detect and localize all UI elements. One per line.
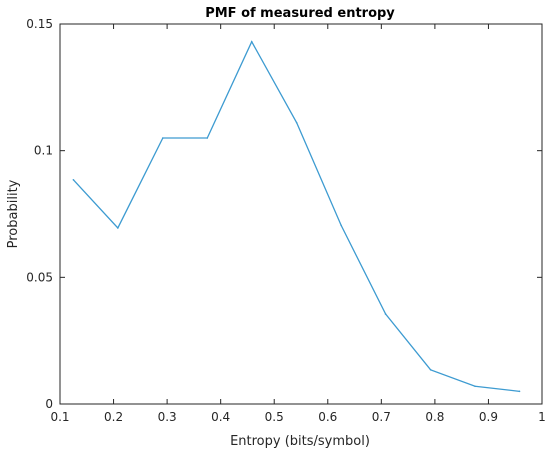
x-tick-label: 0.6 [318,410,337,424]
plot-area [59,23,543,405]
x-tick-label: 0.5 [265,410,284,424]
x-axis-label: Entropy (bits/symbol) [230,434,370,449]
y-tick-label: 0.15 [26,17,53,31]
data-point [250,40,253,43]
x-tick-label: 0.1 [50,410,69,424]
y-tick-label: 0.05 [26,270,53,284]
data-point [518,390,521,393]
y-tick-label: 0.1 [34,144,53,158]
x-tick-label: 0.2 [104,410,123,424]
x-tick-label: 1 [538,410,546,424]
data-point [206,137,209,139]
y-axis-ticks: 0 0.05 0.1 0.15 [26,17,542,411]
data-point [117,227,119,229]
x-tick-label: 0.8 [425,410,444,424]
chart-title: PMF of measured entropy [205,6,395,21]
x-axis-ticks: 0.1 0.2 0.3 0.4 0.5 0.6 0.7 0.8 0.9 1 [50,24,546,424]
x-tick-label: 0.3 [158,410,177,424]
y-tick-label: 0 [45,397,53,411]
data-point [474,385,476,388]
series-points [72,40,521,393]
series-line [72,40,520,392]
data-point [384,313,387,315]
data-point [340,224,342,227]
data-point [162,137,164,139]
x-tick-label: 0.4 [211,410,230,424]
x-tick-label: 0.7 [372,410,391,424]
data-point [295,122,298,124]
data-point [72,179,75,181]
x-tick-label: 0.9 [479,410,498,424]
y-axis-label: Probability [6,179,21,248]
data-point [429,369,432,371]
